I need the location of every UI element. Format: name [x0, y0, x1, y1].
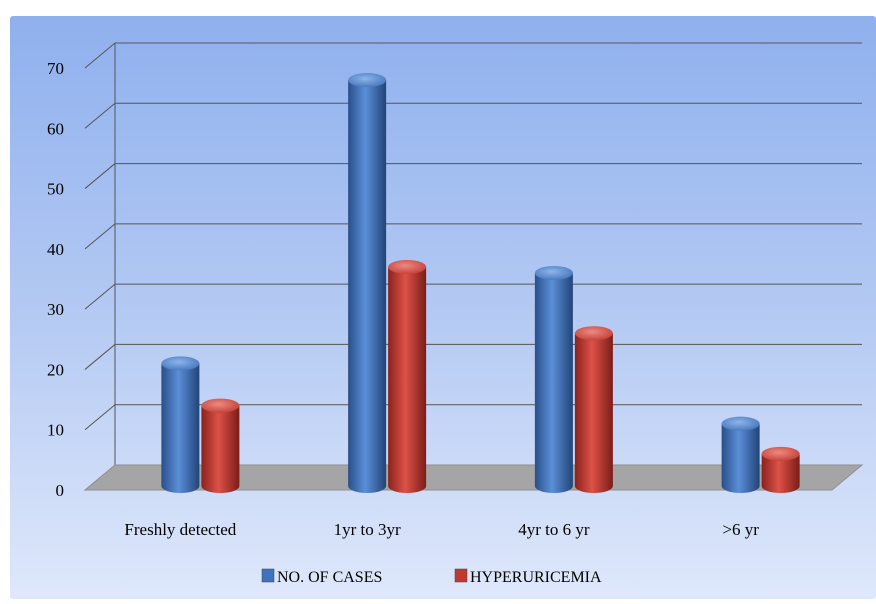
- hyperuricemia-bar-top: [201, 398, 240, 413]
- hyperuricemia-bar-body: [761, 453, 800, 493]
- legend-swatch: [261, 568, 275, 583]
- hyperuricemia-bar-body: [574, 333, 613, 493]
- legend-label: NO. OF CASES: [277, 569, 382, 586]
- y-tick-label: 70: [47, 59, 64, 78]
- hyperuricemia-bar-body: [388, 266, 427, 493]
- hyperuricemia-bar-body: [201, 405, 240, 493]
- gridline-diagonal: [84, 163, 116, 189]
- x-tick-label: 1yr to 3yr: [334, 520, 401, 539]
- y-tick-label: 30: [47, 300, 64, 319]
- cases-bar-body: [534, 272, 573, 493]
- hyperuricemia-bar-top: [761, 446, 800, 461]
- legend-swatch: [454, 568, 468, 583]
- gridline-diagonal: [84, 283, 116, 310]
- gridline-diagonal: [84, 404, 116, 431]
- hyperuricemia-bar: [761, 446, 800, 493]
- hyperuricemia-bar: [574, 326, 613, 493]
- cases-bar-top: [161, 356, 200, 371]
- gridline-diagonal: [84, 344, 116, 370]
- gridline-diagonal: [84, 102, 116, 129]
- cases-bar-top: [534, 265, 573, 280]
- hyperuricemia-bar: [388, 259, 427, 493]
- y-tick-label: 0: [56, 481, 65, 500]
- y-tick-label: 10: [47, 421, 64, 440]
- cases-bar: [348, 73, 387, 494]
- y-tick-label: 60: [47, 119, 64, 138]
- cases-bar-body: [161, 363, 200, 493]
- hyperuricemia-bar-top: [388, 259, 427, 274]
- y-tick-label: 50: [47, 180, 64, 199]
- legend-item: HYPERURICEMIA: [454, 568, 602, 586]
- cases-bar-top: [348, 73, 387, 88]
- x-tick-label: Freshly detected: [124, 520, 236, 539]
- legend-item: NO. OF CASES: [261, 568, 382, 586]
- y-tick-label: 40: [47, 240, 64, 259]
- cases-bar-top: [721, 416, 760, 431]
- x-tick-label: 4yr to 6 yr: [518, 520, 590, 539]
- cases-bar: [534, 265, 573, 493]
- cases-bar-body: [348, 80, 387, 494]
- x-tick-label: >6 yr: [722, 520, 759, 539]
- y-tick-label: 20: [47, 360, 64, 379]
- cases-bar-body: [721, 423, 760, 493]
- cases-bar: [721, 416, 760, 493]
- hyperuricemia-bar: [201, 398, 240, 493]
- gridline-diagonal: [84, 42, 116, 69]
- gridline-diagonal: [84, 223, 116, 250]
- cases-bar: [161, 356, 200, 493]
- legend-label: HYPERURICEMIA: [470, 569, 602, 586]
- hyperuricemia-bar-top: [574, 326, 613, 341]
